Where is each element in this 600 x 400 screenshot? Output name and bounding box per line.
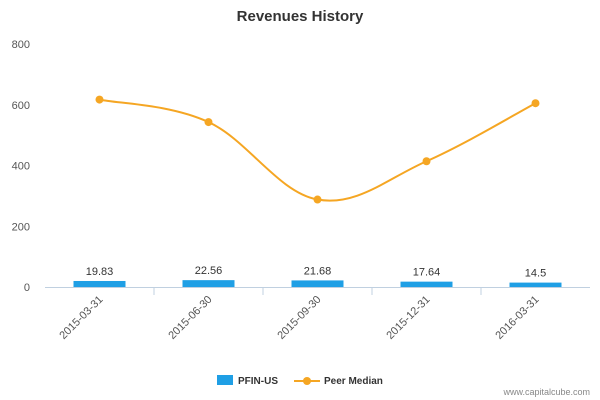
peer-median-point [95,95,104,104]
y-tick-label: 200 [12,221,30,233]
legend-label-pfin-us: PFIN-US [238,376,278,387]
y-tick-label: 0 [24,282,30,294]
peer-median-point [531,99,540,108]
y-tick-label: 800 [12,39,30,51]
x-tick-label: 2015-12-31 [384,294,432,342]
bar-pfin-us [291,280,344,287]
chart-title: Revenues History [237,8,364,25]
bar-pfin-us [509,282,562,287]
y-axis: 0 200 400 600 800 [12,39,30,294]
x-axis: 2015-03-31 2015-06-30 2015-09-30 2015-12-31… [57,287,542,342]
bar-pfin-us [400,281,453,287]
x-tick-label: 2015-03-31 [57,294,105,342]
bar-value-label: 21.68 [304,265,332,277]
bar-value-label: 17.64 [413,267,441,279]
x-tick-label: 2015-06-30 [166,294,214,342]
legend-label-peer-median: Peer Median [324,376,383,387]
credit-text: www.capitalcube.com [502,387,590,397]
bar-value-label: 22.56 [195,265,223,277]
bar-series-pfin-us [73,280,562,287]
x-tick-label: 2016-03-31 [493,294,541,342]
peer-median-point [313,195,322,204]
bar-pfin-us [73,280,126,287]
bar-value-label: 19.83 [86,266,114,278]
peer-median-point [422,157,431,166]
peer-median-point [204,118,213,127]
bar-pfin-us [182,280,235,287]
bar-value-label: 14.5 [525,268,546,280]
x-tick-label: 2015-09-30 [275,294,323,342]
y-tick-label: 600 [12,100,30,112]
legend: PFIN-US Peer Median [217,375,383,387]
bar-data-labels: 19.83 22.56 21.68 17.64 14.5 [86,265,546,279]
y-tick-label: 400 [12,161,30,173]
legend-swatch-pfin-us [217,375,233,385]
peer-median-points [95,95,540,204]
peer-median-line [99,98,536,202]
legend-swatch-dot-peer-median [303,377,311,385]
